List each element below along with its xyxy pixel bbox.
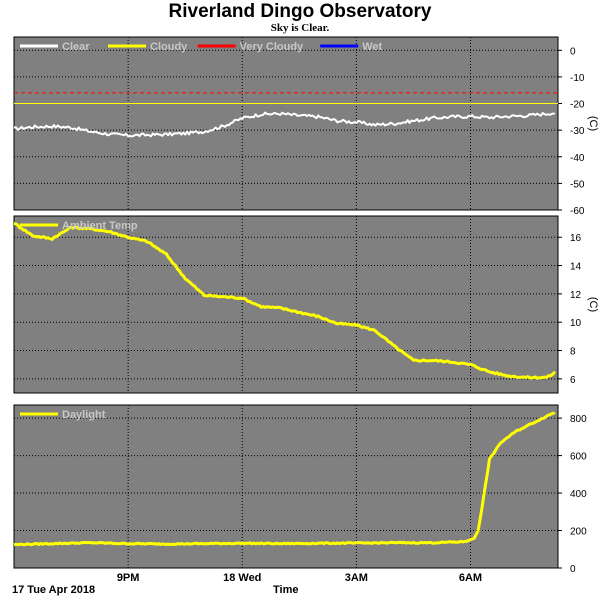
y-tick-label: -20 (570, 100, 585, 111)
y-axis-title: (C) (587, 116, 599, 131)
y-tick-label: 200 (570, 527, 587, 538)
sky-temp-panel: 0 -10 -20 -30 -40 -50 -60 Clear Cloudy Very Cloud… (13, 36, 599, 217)
y-tick-label: 8 (570, 347, 576, 358)
x-tick-label: 6AM (459, 572, 482, 584)
y-tick-label: -40 (570, 153, 585, 164)
series-line-ambient-temp (13, 222, 556, 380)
y-tick-label: -60 (570, 206, 585, 217)
y-tick-label: 600 (570, 452, 587, 463)
legend-label: Cloudy (150, 41, 188, 53)
legend-label: Daylight (62, 409, 106, 421)
x-axis-title: Time (273, 584, 299, 596)
chart-title: Riverland Dingo Observatory (168, 1, 432, 22)
x-tick-label: 18 Wed (223, 572, 261, 584)
y-tick-label: 6 (570, 375, 576, 386)
y-axis-title: (C) (587, 297, 599, 312)
legend-label: Wet (362, 41, 382, 53)
y-tick-label: 800 (570, 414, 587, 425)
y-tick-label: -30 (570, 126, 585, 137)
x-tick-label: 3AM (345, 572, 368, 584)
series-line-daylight (13, 411, 556, 547)
legend-label: Clear (62, 41, 90, 53)
legend-label: Ambient Temp (62, 220, 138, 232)
daylight-panel: 800 600 400 200 0 Daylight (13, 404, 587, 575)
sky-status: Sky is Clear. (270, 22, 330, 34)
ambient-temp-panel: 16 14 12 10 8 6 Ambient Temp (C) (13, 215, 599, 394)
date-label: 17 Tue Apr 2018 (12, 584, 96, 596)
series-line-clear (13, 111, 556, 138)
y-tick-label: 12 (570, 290, 582, 301)
y-tick-label: 10 (570, 318, 582, 329)
x-tick-label: 9PM (117, 572, 140, 584)
y-tick-label: -10 (570, 73, 585, 84)
y-tick-label: 400 (570, 489, 587, 500)
y-tick-label: 0 (570, 46, 576, 57)
y-tick-label: 16 (570, 233, 582, 244)
y-tick-label: 0 (570, 564, 576, 575)
y-tick-label: -50 (570, 179, 585, 190)
y-tick-label: 14 (570, 262, 582, 273)
plot-area (13, 36, 559, 211)
legend-label: Very Cloudy (240, 41, 304, 53)
